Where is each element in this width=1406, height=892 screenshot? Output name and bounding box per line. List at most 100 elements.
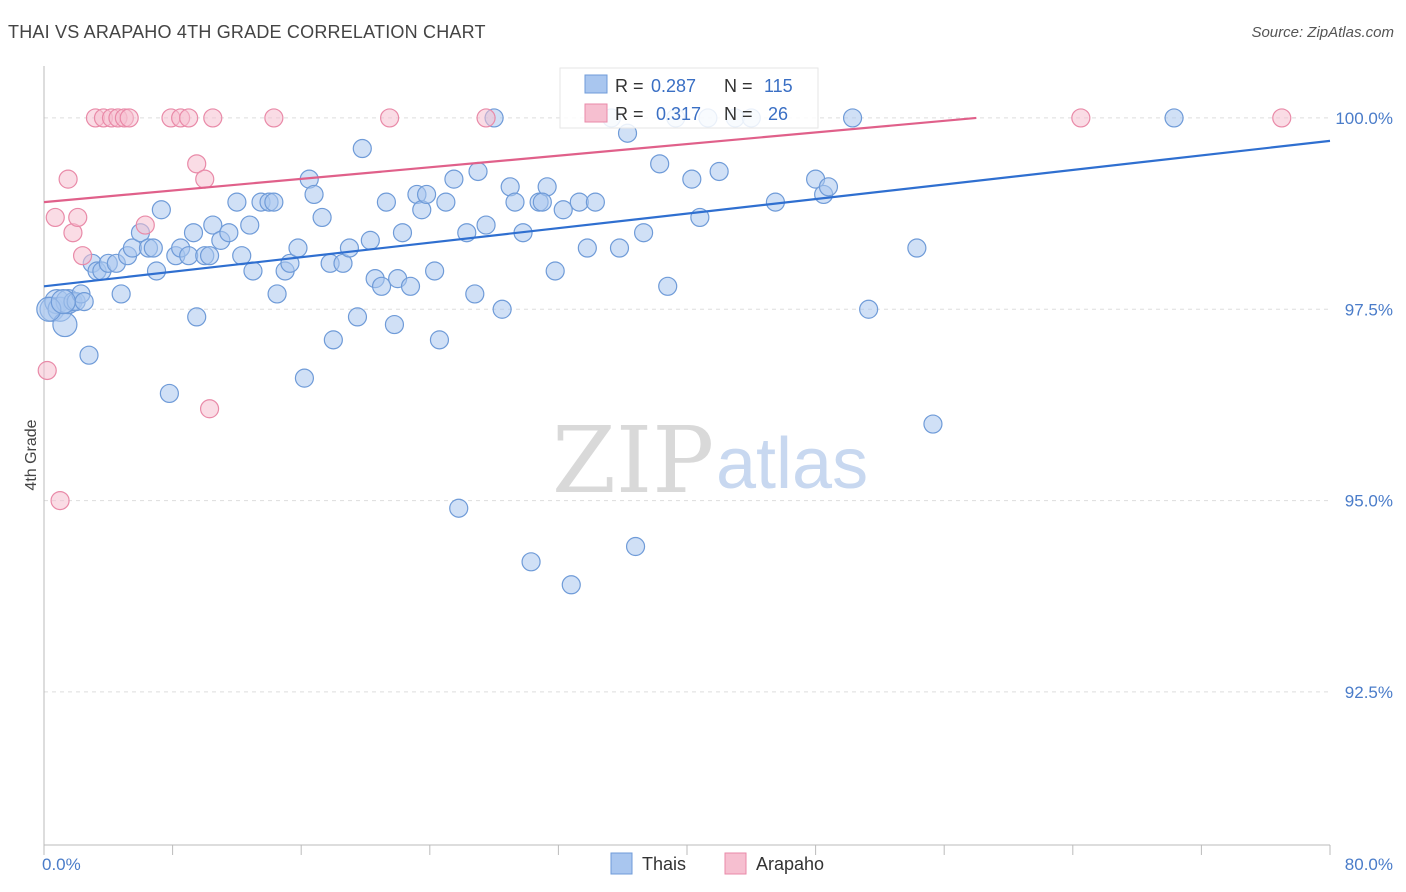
thais-point: [444, 169, 464, 189]
thais-point: [79, 345, 99, 365]
thais-point: [264, 192, 284, 212]
thais-point: [323, 330, 343, 350]
arapaho-point: [380, 108, 400, 128]
arapaho-point: [50, 490, 70, 511]
thais-point: [842, 108, 863, 128]
arapaho-point: [1071, 108, 1091, 128]
bottom-legend-label-arapaho: Arapaho: [756, 854, 824, 874]
thais-point: [146, 261, 167, 281]
thais-point: [429, 330, 450, 350]
thais-point: [50, 289, 76, 315]
thais-point: [111, 284, 131, 304]
y-axis-label: 4th Grade: [23, 419, 40, 490]
bottom-legend-label-thais: Thais: [642, 854, 686, 874]
arapaho-point: [72, 246, 93, 266]
thais-point: [151, 200, 171, 220]
thais-point: [304, 184, 324, 205]
arapaho-point: [45, 207, 65, 228]
arapaho-point: [199, 399, 220, 419]
arapaho-point: [187, 154, 207, 174]
y-tick-label: 92.5%: [1345, 683, 1393, 702]
thais-point: [545, 261, 565, 281]
thais-point: [240, 215, 260, 235]
axes: [43, 66, 1331, 855]
thais-point: [476, 215, 496, 235]
arapaho-point: [119, 108, 139, 128]
arapaho-point: [264, 108, 284, 128]
legend-n-value-thais: 115: [764, 76, 793, 96]
thais-point: [449, 498, 469, 518]
arapaho-point: [476, 108, 496, 128]
thais-point: [187, 307, 207, 327]
legend-r-value-thais: 0.287: [651, 76, 696, 96]
trend-lines: [43, 116, 1331, 288]
arapaho-point: [1272, 108, 1292, 128]
legend-swatch-thais: [584, 74, 608, 94]
thais-point: [376, 192, 396, 212]
thais-point: [371, 276, 392, 296]
thais-trend-line: [43, 139, 1331, 288]
thais-point: [347, 307, 368, 327]
thais-point: [532, 192, 552, 212]
thais-point: [232, 246, 252, 266]
arapaho-point: [68, 207, 88, 228]
thais-point: [179, 246, 199, 266]
thais-point: [561, 575, 581, 595]
thais-point: [577, 238, 597, 258]
thais-point: [384, 314, 405, 335]
thais-point: [436, 192, 456, 212]
watermark-atlas: atlas: [716, 424, 868, 504]
legend-r-value-arapaho: 0.317: [656, 104, 701, 124]
arapaho-point: [135, 215, 155, 235]
thais-point: [143, 238, 163, 258]
legend-n-label-thais: N =: [724, 76, 753, 96]
x-tick-label: 80.0%: [1345, 855, 1393, 874]
thais-point: [288, 238, 308, 258]
thais-point: [650, 154, 670, 174]
thais-point: [199, 246, 220, 266]
chart-source: Source: ZipAtlas.com: [1251, 24, 1394, 41]
x-tick-labels: 0.0% 80.0%: [42, 855, 1393, 874]
chart-title: THAI VS ARAPAHO 4TH GRADE CORRELATION CH…: [8, 22, 486, 42]
thais-point: [609, 238, 630, 258]
thais-point: [468, 161, 488, 182]
legend-n-value-arapaho: 26: [768, 104, 788, 124]
thais-point: [339, 238, 360, 258]
thais-point: [521, 552, 541, 572]
thais-point: [227, 192, 247, 212]
bottom-legend-swatch-thais: [610, 852, 633, 875]
thais-point: [923, 414, 943, 434]
thais-point: [907, 238, 927, 258]
thais-point: [203, 215, 223, 235]
thais-point: [183, 223, 204, 243]
thais-point: [633, 223, 654, 243]
legend-n-label-arapaho: N =: [724, 104, 753, 124]
y-tick-label: 100.0%: [1335, 109, 1393, 128]
legend-swatch-arapaho: [584, 103, 608, 123]
thais-point: [465, 284, 485, 304]
thais-point: [682, 169, 702, 189]
arapaho-point: [179, 108, 199, 128]
thais-point: [360, 230, 380, 250]
thais-point: [243, 261, 263, 281]
y-tick-label: 97.5%: [1345, 300, 1393, 319]
y-tick-label: 95.0%: [1345, 492, 1393, 511]
watermark-zip: ZIP: [552, 407, 714, 514]
bottom-legend-swatch-arapaho: [724, 852, 747, 875]
thais-point: [294, 368, 315, 388]
thais-point: [267, 284, 287, 304]
thais-point: [505, 192, 525, 212]
thais-point: [585, 192, 605, 212]
thais-point: [416, 184, 437, 205]
arapaho-point: [203, 108, 223, 128]
thais-point: [425, 261, 445, 281]
thais-point: [492, 299, 512, 319]
legend-correlation: R = 0.287 N = 115 R = 0.317 N = 26: [559, 67, 819, 129]
thais-point: [818, 177, 839, 197]
thais-point: [1164, 108, 1184, 128]
watermark: ZIP atlas: [552, 407, 868, 514]
legend-series: Thais Arapaho: [610, 852, 824, 875]
arapaho-point: [37, 360, 57, 381]
thais-point: [553, 200, 573, 220]
